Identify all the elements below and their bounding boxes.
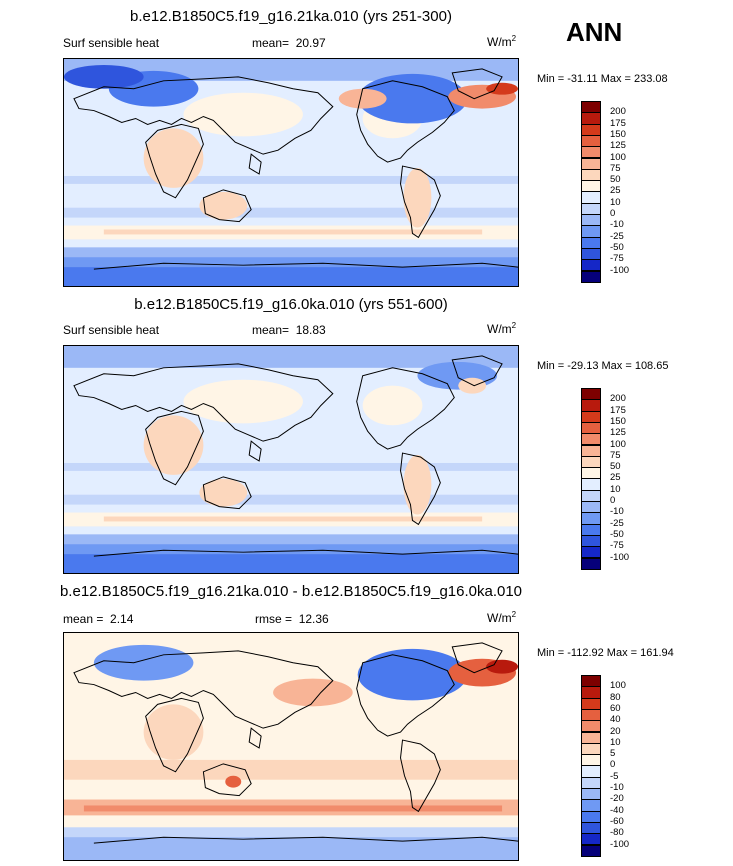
colorbar-level-label: 5 [610, 748, 616, 760]
colorbar-level-label: 10 [610, 483, 621, 495]
colorbar-level-label: -10 [610, 506, 624, 518]
panel3-map [63, 632, 519, 861]
colorbar-level-label: -100 [610, 838, 630, 850]
colorbar-level-label: 125 [610, 140, 626, 152]
colorbar-level-label: 80 [610, 691, 621, 703]
colorbar-level-label: 175 [610, 117, 626, 129]
colorbar-level-label: -100 [610, 551, 630, 563]
panel1-minmax: Min = -31.11 Max = 233.08 [537, 73, 668, 85]
colorbar-level-label: 100 [610, 680, 626, 692]
colorbar-level-label: 175 [610, 404, 626, 416]
colorbar-level-label: -50 [610, 528, 624, 540]
colorbar-level-label: 25 [610, 185, 621, 197]
panel3-mean: mean = 2.14 [63, 612, 134, 626]
colorbar-level-label: -60 [610, 815, 624, 827]
panel3-units: W/m2 [487, 610, 517, 625]
colorbar-level-label: 10 [610, 196, 621, 208]
colorbar-level-label: -50 [610, 241, 624, 253]
panel1-contour-map [64, 59, 518, 286]
colorbar-level-label: 150 [610, 128, 626, 140]
colorbar-level-label: -40 [610, 804, 624, 816]
panel2-minmax: Min = -29.13 Max = 108.65 [537, 360, 669, 372]
panel3-minmax: Min = -112.92 Max = 161.94 [537, 647, 674, 659]
season-label: ANN [566, 17, 623, 47]
colorbar-level-label: 60 [610, 702, 621, 714]
colorbar-level-label: -5 [610, 770, 619, 782]
colorbar-level-label: -80 [610, 827, 624, 839]
panel3-rmse: rmse = 12.36 [255, 612, 329, 626]
colorbar-level-label: 100 [610, 151, 626, 163]
colorbar-level-label: -10 [610, 219, 624, 231]
colorbar-level-label: 50 [610, 174, 621, 186]
colorbar-level-label: 125 [610, 427, 626, 439]
panel3-contour-map [64, 633, 518, 860]
panel1-title: b.e12.B1850C5.f19_g16.21ka.010 (yrs 251-… [130, 8, 452, 25]
colorbar-level-label: 0 [610, 759, 616, 771]
panel1-variable: Surf sensible heat [63, 36, 160, 50]
panel2-map [63, 345, 519, 574]
colorbar-level-label: 200 [610, 393, 626, 405]
colorbar-level-label: -25 [610, 517, 624, 529]
colorbar-level-label: 40 [610, 714, 621, 726]
colorbar-swatch [581, 270, 601, 283]
panel1-units: W/m2 [487, 34, 517, 49]
panel2-title: b.e12.B1850C5.f19_g16.0ka.010 (yrs 551-6… [134, 296, 448, 313]
colorbar-level-label: -25 [610, 230, 624, 242]
colorbar-level-label: 0 [610, 208, 616, 219]
colorbar-level-label: 50 [610, 461, 621, 473]
panel2-mean: mean= 18.83 [252, 323, 326, 337]
colorbar-swatch [581, 557, 601, 570]
colorbar-level-label: 200 [610, 106, 626, 118]
colorbar-level-label: 75 [610, 162, 621, 174]
colorbar-level-label: 100 [610, 438, 626, 450]
colorbar-level-label: 75 [610, 449, 621, 461]
colorbar-level-label: -75 [610, 540, 624, 552]
colorbar-level-label: 25 [610, 472, 621, 484]
panel1-mean: mean= 20.97 [252, 36, 326, 50]
colorbar-level-label: -10 [610, 782, 624, 793]
panel2-units: W/m2 [487, 321, 517, 336]
panel1-map [63, 58, 519, 287]
panel2-variable: Surf sensible heat [63, 323, 160, 337]
colorbar-level-label: 0 [610, 495, 616, 506]
panel2-contour-map [64, 346, 518, 573]
colorbar-level-label: 10 [610, 736, 621, 748]
colorbar-level-label: -75 [610, 253, 624, 265]
colorbar-level-label: 20 [610, 725, 621, 737]
panel3-title: b.e12.B1850C5.f19_g16.21ka.010 - b.e12.B… [59, 583, 523, 600]
colorbar-swatch [581, 844, 601, 857]
colorbar-level-label: -20 [610, 793, 624, 805]
colorbar-level-label: -100 [610, 264, 630, 276]
colorbar-level-label: 150 [610, 415, 626, 427]
